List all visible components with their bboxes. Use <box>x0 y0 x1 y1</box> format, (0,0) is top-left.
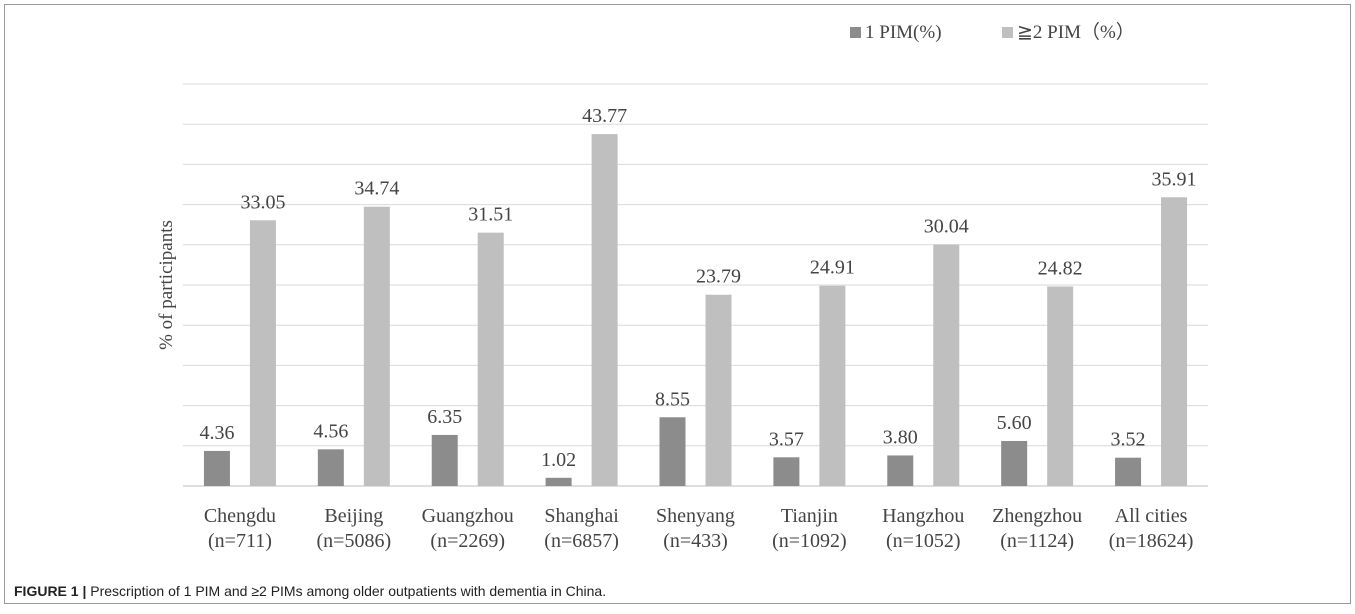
caption-text: Prescription of 1 PIM and ≥2 PIMs among … <box>86 583 607 599</box>
data-label-1pim: 3.52 <box>1111 429 1146 451</box>
data-label-2pim: 24.82 <box>1038 257 1083 279</box>
legend-swatch-2pim <box>1002 27 1013 38</box>
bar-1pim <box>773 457 800 486</box>
bar-1pim <box>431 434 458 486</box>
bar-1pim <box>203 450 230 486</box>
legend-label-1pim: 1 PIM(%) <box>865 22 942 43</box>
data-label-1pim: 3.57 <box>769 428 804 450</box>
x-tick-labels: Chengdu (n=711) Beijing (n=5086) Guangzhou (n… <box>204 505 1194 552</box>
bar-1pim <box>545 477 572 486</box>
x-tick-label-n: (n=1092) <box>772 530 847 552</box>
bars <box>203 134 1188 486</box>
data-label-1pim: 4.36 <box>199 422 234 444</box>
data-label-1pim: 4.56 <box>313 420 348 442</box>
x-tick-label-n: (n=18624) <box>1109 530 1194 552</box>
legend: 1 PIM(%) ≧2 PIM（%） <box>850 21 1135 43</box>
caption-label: FIGURE 1 | <box>14 583 87 599</box>
x-tick-label-n: (n=711) <box>208 530 272 552</box>
gridlines <box>183 83 1208 487</box>
bar-2pim <box>705 294 732 486</box>
legend-label-2pim: ≧2 PIM（%） <box>1017 21 1135 43</box>
y-axis-label: % of participants <box>156 220 177 350</box>
bar-2pim <box>249 220 276 486</box>
bar-2pim <box>591 134 618 486</box>
x-tick-label-city: Zhengzhou <box>992 505 1082 527</box>
bar-2pim <box>819 285 846 486</box>
data-label-2pim: 23.79 <box>696 266 741 288</box>
x-tick-label-city: Hangzhou <box>882 505 964 527</box>
bar-1pim <box>887 455 914 486</box>
x-tick-label-city: Tianjin <box>781 505 838 527</box>
x-tick-label-n: (n=2269) <box>430 530 505 552</box>
x-tick-label-n: (n=5086) <box>317 530 392 552</box>
x-tick-label-city: Guangzhou <box>422 505 514 527</box>
x-tick-label-n: (n=1052) <box>886 530 961 552</box>
bar-2pim <box>1047 286 1074 486</box>
value-labels: 4.36 33.05 4.56 34.74 6.35 31.51 1.02 43.77 8.55… <box>199 105 1196 471</box>
x-tick-label-n: (n=1124) <box>1000 530 1074 552</box>
bar-2pim <box>933 244 960 486</box>
data-label-1pim: 8.55 <box>655 388 690 410</box>
x-tick-label-city: Shanghai <box>544 505 619 527</box>
data-label-2pim: 43.77 <box>582 105 627 127</box>
data-label-1pim: 6.35 <box>427 406 462 428</box>
x-tick-label-city: All cities <box>1115 505 1188 527</box>
data-label-2pim: 31.51 <box>468 204 513 226</box>
data-label-1pim: 3.80 <box>883 426 918 448</box>
x-tick-label-city: Chengdu <box>204 505 276 527</box>
x-tick-label-city: Shenyang <box>656 505 735 527</box>
x-tick-label-city: Beijing <box>324 505 383 527</box>
data-label-2pim: 35.91 <box>1152 168 1197 190</box>
x-tick-label-n: (n=433) <box>663 530 728 552</box>
data-label-2pim: 30.04 <box>924 215 969 237</box>
data-label-1pim: 1.02 <box>541 449 576 471</box>
x-tick-label-n: (n=6857) <box>544 530 619 552</box>
bar-2pim <box>1161 197 1188 486</box>
bar-1pim <box>659 417 686 486</box>
data-label-2pim: 34.74 <box>354 178 399 200</box>
figure-frame <box>4 4 1351 604</box>
data-label-2pim: 33.05 <box>240 191 285 213</box>
bar-1pim <box>317 449 344 486</box>
data-label-2pim: 24.91 <box>810 257 855 279</box>
legend-swatch-1pim <box>850 27 861 38</box>
bar-1pim <box>1001 440 1028 486</box>
figure-caption: FIGURE 1 | Prescription of 1 PIM and ≥2 … <box>14 583 606 599</box>
data-label-1pim: 5.60 <box>997 412 1032 434</box>
bar-2pim <box>363 206 390 486</box>
bar-2pim <box>477 232 504 486</box>
bar-1pim <box>1115 457 1142 486</box>
